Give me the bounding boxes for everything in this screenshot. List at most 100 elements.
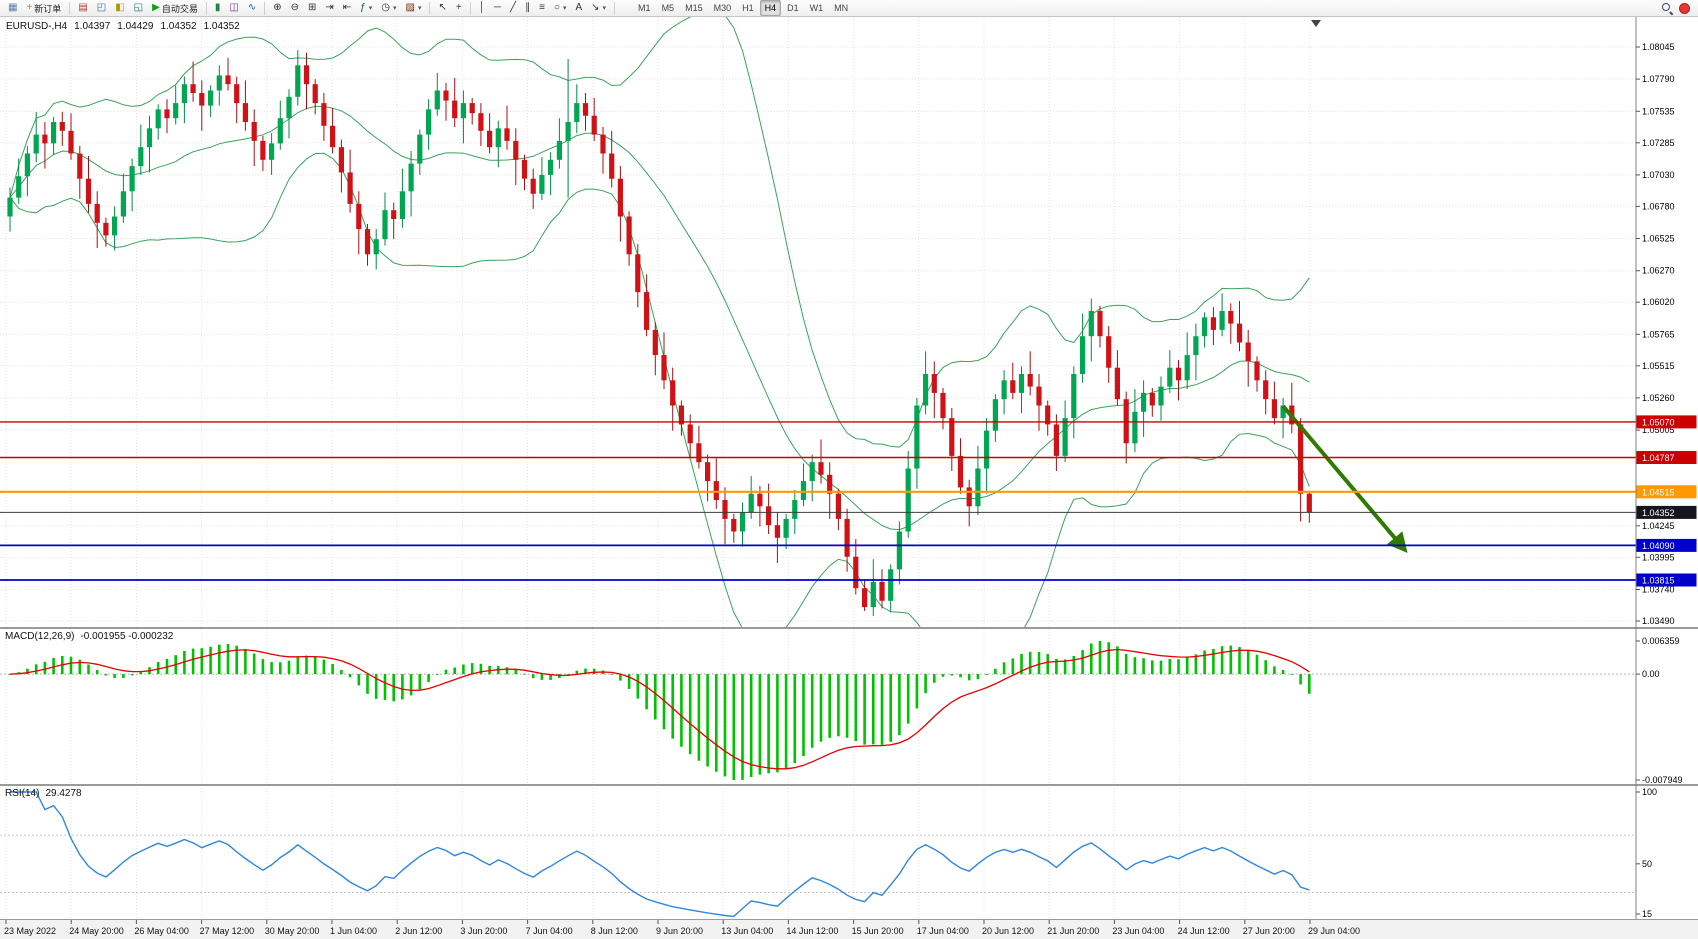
macd-histogram xyxy=(8,641,1311,780)
channel-icon[interactable]: ∥ xyxy=(521,0,534,17)
line-chart-icon[interactable]: ∿ xyxy=(244,0,260,17)
candle xyxy=(556,118,562,169)
toolbar-separator xyxy=(614,1,616,15)
candle xyxy=(478,103,484,146)
shapes-icon-dropdown[interactable]: ▾ xyxy=(562,5,567,12)
data-window-icon[interactable]: ◰ xyxy=(93,0,110,17)
price-axis[interactable]: 1.08045 1.07790 1.07535 1.07285 1.07030 1.067… xyxy=(1635,17,1697,919)
templates-icon[interactable]: ▨ ▾ xyxy=(401,0,425,17)
candle xyxy=(1158,376,1164,421)
price-axis-label: 1.05515 xyxy=(1642,361,1675,371)
price-axis-label: 1.04245 xyxy=(1642,521,1675,531)
chart-canvas[interactable]: 1.08045 1.07790 1.07535 1.07285 1.07030 1.067… xyxy=(0,17,1698,939)
text-icon[interactable]: A xyxy=(571,0,586,17)
time-axis-label: 17 Jun 04:00 xyxy=(917,926,969,936)
timeframe-h1[interactable]: H1 xyxy=(742,3,754,13)
candle xyxy=(548,152,554,196)
candle xyxy=(138,124,144,175)
rsi-axis[interactable]: 100 50 15 xyxy=(1636,787,1657,919)
candle xyxy=(827,462,833,519)
candle xyxy=(434,72,440,116)
timeframe-m30[interactable]: M30 xyxy=(713,3,732,13)
price-axis-label: 1.03740 xyxy=(1642,585,1675,595)
trendline-icon[interactable]: ╱ xyxy=(506,0,520,17)
market-watch-icon-glyph: ▤ xyxy=(78,2,88,13)
horizontal-line-icon[interactable]: ─ xyxy=(490,0,505,17)
periods-icon[interactable]: ◷ ▾ xyxy=(377,0,400,17)
zoom-in-icon[interactable]: ⊕ xyxy=(269,0,285,17)
autotrading-button[interactable]: ▶ 自动交易 xyxy=(148,0,202,17)
notification-badge[interactable] xyxy=(1679,2,1690,14)
tile-windows-icon[interactable]: ⊞ xyxy=(304,0,320,17)
market-watch-icon[interactable]: ▤ xyxy=(74,0,91,17)
time-axis-label: 8 Jun 12:00 xyxy=(591,926,638,936)
candle xyxy=(103,217,109,247)
candle xyxy=(364,224,371,266)
arrows-icon[interactable]: ↘ ▾ xyxy=(587,0,610,17)
rsi-axis-label: 50 xyxy=(1642,859,1652,869)
panel-separator[interactable] xyxy=(0,627,1698,629)
macd-axis-label: 0.006359 xyxy=(1642,636,1680,646)
vertical-line-icon[interactable]: │ xyxy=(475,0,489,17)
zoom-out-icon[interactable]: ⊖ xyxy=(287,0,303,17)
candle xyxy=(783,513,789,550)
candle xyxy=(242,80,248,131)
periods-icon-glyph: ◷ xyxy=(381,2,390,13)
candlestick-chart-icon[interactable]: ◫ xyxy=(225,0,242,17)
auto-scroll-icon-glyph: ⇥ xyxy=(325,2,334,13)
indicators-icon-glyph: ƒ xyxy=(360,2,366,13)
shapes-icon[interactable]: ○ ▾ xyxy=(550,0,571,17)
macd-axis[interactable]: 0.006359 0.00 -0.007949 xyxy=(1636,636,1683,785)
line-chart-icon-glyph: ∿ xyxy=(247,2,257,13)
time-axis-label: 13 Jun 04:00 xyxy=(721,926,773,936)
timeframe-m5[interactable]: M5 xyxy=(661,3,675,13)
time-axis-label: 7 Jun 04:00 xyxy=(526,926,573,936)
candle xyxy=(487,113,493,154)
auto-scroll-icon[interactable]: ⇥ xyxy=(321,0,337,17)
candle xyxy=(722,487,728,545)
candle xyxy=(1263,370,1269,415)
price-axis-label: 1.07030 xyxy=(1642,170,1675,180)
timeframe-m15[interactable]: M15 xyxy=(685,3,703,13)
timeframe-h4[interactable]: H4 xyxy=(759,0,782,16)
candle xyxy=(748,476,754,519)
arrows-icon-glyph: ↘ xyxy=(591,2,600,13)
time-axis-label: 2 Jun 12:00 xyxy=(395,926,442,936)
trendline-icon-glyph: ╱ xyxy=(510,2,517,13)
templates-icon-dropdown[interactable]: ▾ xyxy=(417,5,422,12)
time-axis-border xyxy=(0,919,1698,920)
navigator-icon[interactable]: ◧ xyxy=(111,0,128,17)
candle xyxy=(696,425,702,469)
candle xyxy=(1114,350,1120,406)
crosshair-icon[interactable]: + xyxy=(452,0,466,17)
periods-icon-dropdown[interactable]: ▾ xyxy=(392,5,397,12)
trend-arrow-object[interactable] xyxy=(1281,404,1408,554)
panel-separator[interactable] xyxy=(0,784,1698,786)
cursor-icon[interactable]: ↖ xyxy=(434,0,450,17)
price-axis-label: 1.07790 xyxy=(1642,74,1675,84)
indicators-icon-dropdown[interactable]: ▾ xyxy=(368,5,373,12)
terminal-icon[interactable]: ◱ xyxy=(130,0,147,17)
charts-icon[interactable]: ▦ xyxy=(4,0,21,17)
timeframe-m1[interactable]: M1 xyxy=(638,3,651,13)
time-axis[interactable]: 23 May 2022 24 May 20:00 26 May 04:00 27 Ma… xyxy=(0,920,1698,939)
chart-shift-marker[interactable] xyxy=(1311,20,1321,27)
candle xyxy=(399,168,405,228)
candle xyxy=(739,502,746,547)
candle xyxy=(896,521,902,585)
chart-shift-icon[interactable]: ⇤ xyxy=(339,0,355,17)
indicators-icon[interactable]: ƒ ▾ xyxy=(356,0,376,17)
candle xyxy=(164,99,170,134)
timeframe-bar: M1 M5 M15 M30 H1 H4 D1 W1 MN xyxy=(633,0,853,16)
arrows-icon-dropdown[interactable]: ▾ xyxy=(602,5,607,12)
candle xyxy=(609,130,615,188)
fibonacci-icon[interactable]: ≡ xyxy=(535,0,549,17)
time-axis-label: 29 Jun 04:00 xyxy=(1308,926,1360,936)
new-order-button[interactable]: + 新订单 xyxy=(22,0,65,17)
timeframe-mn[interactable]: MN xyxy=(834,3,849,13)
candle xyxy=(321,93,327,141)
search-icon[interactable] xyxy=(1661,2,1673,14)
timeframe-d1[interactable]: D1 xyxy=(787,3,799,13)
timeframe-w1[interactable]: W1 xyxy=(809,3,824,13)
bar-chart-icon[interactable]: ▮ xyxy=(211,0,225,17)
